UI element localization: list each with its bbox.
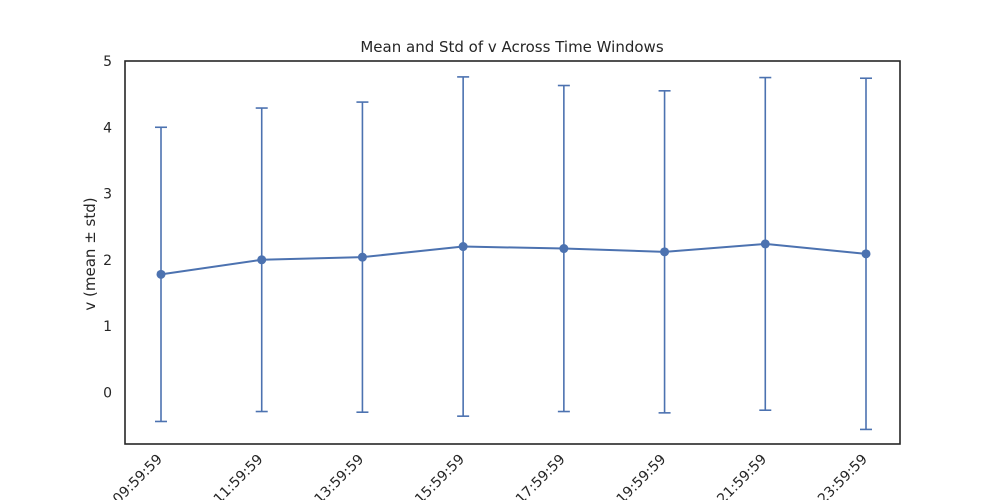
x-tick-label: 09:59:59	[110, 452, 166, 500]
data-point	[357, 252, 367, 262]
x-tick-label: 21:59:59	[714, 452, 770, 500]
data-point	[760, 239, 770, 249]
y-tick-label: 5	[103, 54, 112, 70]
plot-frame	[124, 60, 901, 445]
data-points	[156, 239, 871, 279]
data-point	[458, 242, 468, 252]
x-tick-label: 17:59:59	[513, 452, 569, 500]
error-bars	[155, 76, 872, 431]
data-point	[660, 247, 670, 257]
x-tick-label: 11:59:59	[211, 452, 267, 500]
series-line	[160, 242, 867, 276]
x-tick-label: 13:59:59	[311, 452, 367, 500]
data-point	[257, 255, 267, 265]
chart-title: Mean and Std of v Across Time Windows	[360, 38, 663, 56]
data-point	[861, 249, 871, 259]
data-point	[559, 244, 569, 254]
y-ticks: 0 1 2 3 4 5	[103, 54, 112, 401]
y-tick-label: 2	[103, 253, 112, 269]
x-ticks: 09:59:59 11:59:59 13:59:59 15:59:59 17:59:59…	[110, 452, 871, 500]
x-tick-label: 23:59:59	[815, 452, 871, 500]
y-tick-label: 4	[103, 120, 112, 136]
y-tick-label: 1	[103, 319, 112, 335]
x-tick-label: 19:59:59	[614, 452, 670, 500]
data-point	[156, 269, 166, 279]
y-tick-label: 3	[103, 187, 112, 203]
y-axis-label: v (mean ± std)	[81, 197, 99, 310]
y-tick-label: 0	[103, 385, 112, 401]
x-tick-label: 15:59:59	[412, 452, 468, 500]
